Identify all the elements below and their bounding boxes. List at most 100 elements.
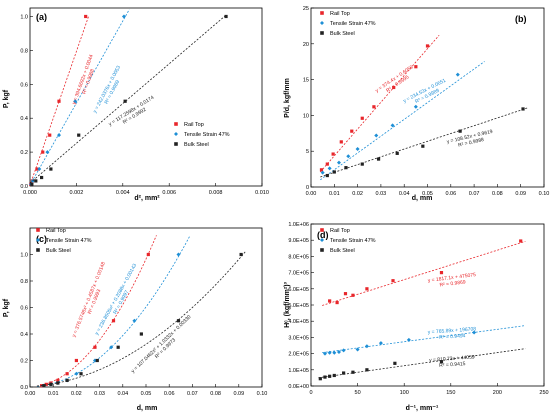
data-point	[57, 133, 61, 138]
data-point	[406, 337, 411, 342]
data-point	[351, 370, 355, 374]
data-point	[355, 147, 360, 152]
data-point	[360, 162, 364, 166]
data-point	[521, 107, 525, 111]
data-point	[73, 99, 78, 104]
legend-label: Bulk Steel	[330, 248, 355, 254]
data-point	[79, 372, 83, 376]
data-point	[56, 378, 60, 382]
x-tick-label: 0.000	[23, 190, 37, 196]
y-tick-label: 1.0E+06	[288, 222, 309, 228]
x-tick-label: 0.08	[210, 391, 221, 397]
y-tick-label: 7.0E+05	[288, 271, 309, 277]
panel-label: (a)	[36, 12, 47, 22]
legend-marker	[36, 238, 40, 242]
y-tick-label: 6.0E+05	[288, 287, 309, 293]
x-axis-label: d, mm	[137, 405, 158, 412]
x-tick-label: 100	[400, 390, 409, 396]
y-tick-label: 0.0	[20, 184, 28, 190]
data-point	[332, 170, 336, 174]
legend-marker	[320, 238, 324, 242]
y-tick-label: 0.8	[20, 48, 28, 54]
x-tick-label: 0.07	[187, 391, 198, 397]
y-tick-label: 2.0E+05	[288, 352, 309, 358]
y-tick-label: 0.6	[20, 306, 28, 312]
data-point	[328, 374, 332, 378]
y-axis-label: P, kgf	[3, 298, 10, 317]
data-point	[332, 373, 336, 378]
y-tick-label: 0.2	[20, 359, 28, 365]
x-tick-label: 0.004	[116, 190, 130, 196]
data-point	[35, 167, 39, 171]
data-point	[395, 151, 399, 155]
y-tick-label: 10	[303, 113, 309, 119]
x-tick-label: 250	[539, 390, 548, 396]
data-point	[176, 252, 181, 257]
data-point	[355, 347, 360, 352]
data-point	[93, 345, 97, 349]
legend-label: Rail Top	[330, 11, 350, 17]
panel-c: 0.00 0.01 0.02 0.03 0.04 0.05 0.06 0.07 0.08 0.09…	[3, 227, 267, 412]
data-point	[132, 318, 137, 323]
data-point	[323, 375, 327, 379]
data-point	[320, 170, 325, 175]
x-tick-label: 150	[446, 390, 455, 396]
data-point	[332, 350, 337, 355]
x-tick-label: 200	[493, 390, 502, 396]
data-point	[56, 381, 60, 385]
fit-line-1	[320, 61, 485, 181]
data-point	[327, 166, 332, 171]
data-point	[327, 350, 332, 355]
legend-marker	[320, 248, 324, 252]
data-point	[319, 168, 324, 172]
y-axis-label: P, kgf	[3, 89, 10, 108]
y-tick-label: 0.0E+00	[288, 384, 309, 390]
data-point	[176, 319, 181, 323]
fit-line-2	[318, 348, 526, 379]
data-point	[425, 44, 430, 48]
legend: Rail Top Tensile Strain 47% Bulk Steel	[320, 11, 376, 37]
fit-line-2	[36, 250, 247, 387]
x-tick-label: 0	[309, 390, 312, 396]
data-point	[439, 271, 444, 275]
data-point	[414, 65, 418, 69]
x-tick-label: 0.010	[255, 190, 269, 196]
panel-d: 0 50 100 150 200 250 0.0E+00 1.0E+05 2.0E+05 3.0E…	[284, 222, 549, 412]
legend-label: Rail Top	[184, 122, 204, 128]
fit-line-2	[30, 14, 228, 184]
legend-label: Rail Top	[330, 228, 350, 234]
fit-r2-text: R² = 0.9869	[439, 279, 466, 288]
y-tick-label: 1.0	[20, 14, 28, 20]
fit-equation-text: y = 810.73x + 44059	[429, 354, 475, 363]
data-point	[57, 99, 61, 103]
legend: Rail Top Tensile Strain 47% Bulk Steel	[174, 122, 230, 148]
x-tick-label: 0.09	[233, 391, 244, 397]
legend-marker	[320, 31, 324, 35]
y-tick-label: 20	[303, 42, 309, 48]
panel-b: 0.00 0.01 0.02 0.03 0.04 0.05 0.06 0.07 0.08 0.09…	[284, 6, 549, 202]
y-axis-label: Hᶜ, (kgf/mm²)³	[284, 281, 291, 327]
fit-line-1	[322, 325, 526, 354]
x-tick-label: 0.03	[376, 191, 387, 197]
y-tick-label: 3.0E+05	[288, 335, 309, 341]
y-tick-label: 9.0E+05	[288, 238, 309, 244]
legend-marker	[174, 122, 178, 126]
y-tick-label: 25	[303, 6, 309, 12]
x-tick-label: 0.05	[422, 191, 433, 197]
data-point	[390, 123, 395, 128]
y-tick-label: 5.0E+05	[288, 303, 309, 309]
legend: Rail Top Tensile Strain 47% Bulk Steel	[36, 228, 92, 254]
data-point	[344, 166, 348, 170]
data-point	[139, 332, 143, 336]
x-tick-label: 0.08	[492, 191, 503, 197]
y-tick-label: 5	[306, 149, 309, 155]
legend-label: Bulk Steel	[184, 142, 209, 148]
x-tick-label: 50	[355, 390, 361, 396]
data-point	[44, 382, 48, 386]
data-point	[472, 330, 477, 335]
